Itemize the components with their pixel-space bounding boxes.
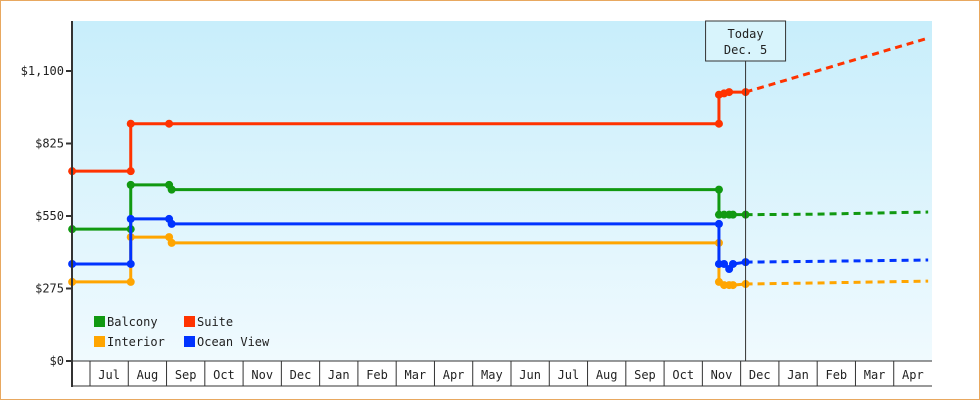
legend-swatch [94,316,105,327]
data-point [720,259,729,268]
x-tick-label: Sep [634,368,656,382]
legend-item-balcony: Balcony [94,315,158,329]
data-point [728,210,737,219]
x-tick-label: May [481,368,503,382]
x-tick-label: Mar [404,368,426,382]
legend-swatch [94,336,105,347]
data-point [167,219,176,228]
data-point [126,259,135,268]
x-tick-label: Jan [787,368,809,382]
x-tick-label: Feb [825,368,847,382]
data-point [167,238,176,247]
x-tick-label: Apr [902,368,924,382]
series-suite [68,36,929,176]
x-tick-label: Jun [519,368,541,382]
y-tick-label: $825 [35,137,64,151]
data-point [728,281,737,290]
x-tick-label: Apr [443,368,465,382]
x-tick-label: Aug [596,368,618,382]
data-point [126,277,135,286]
forecast-line [745,36,929,94]
x-tick-label: Mar [864,368,886,382]
forecast-line [745,258,929,264]
x-tick-label: Dec [290,368,312,382]
data-point [167,185,176,194]
data-point [126,180,135,189]
y-tick-label: $550 [35,209,64,223]
data-point [165,119,174,128]
forecast-line [745,210,929,217]
series-balcony [68,180,929,234]
x-tick-label: Dec [749,368,771,382]
x-tick-label: Aug [137,368,159,382]
x-tick-label: Sep [175,368,197,382]
data-point [714,185,723,194]
x-tick-label: Oct [672,368,694,382]
x-tick-label: Jul [558,368,580,382]
data-point [714,219,723,228]
legend-label: Balcony [107,315,158,329]
today-label: Today [728,27,764,41]
y-tick-label: $0 [50,354,64,368]
data-point [126,167,135,176]
x-tick-label: Jan [328,368,350,382]
legend-label: Interior [107,335,165,349]
legend-swatch [184,316,195,327]
data-point [728,259,737,268]
x-tick-label: Jul [98,368,120,382]
y-tick-label: $275 [35,282,64,296]
x-tick-label: Nov [251,368,273,382]
legend-swatch [184,336,195,347]
data-point [126,214,135,223]
legend-label: Suite [197,315,233,329]
today-box [705,20,787,62]
data-point [714,119,723,128]
today-date: Dec. 5 [724,43,767,57]
legend-item-ocean-view: Ocean View [184,335,270,349]
data-point [126,119,135,128]
x-tick-label: Nov [711,368,733,382]
legend-item-interior: Interior [94,335,165,349]
data-point [725,88,734,97]
legend-item-suite: Suite [184,315,233,329]
x-tick-label: Oct [213,368,235,382]
x-tick-label: Feb [366,368,388,382]
y-tick-label: $1,100 [21,64,64,78]
forecast-line [745,279,929,286]
legend-label: Ocean View [197,335,270,349]
